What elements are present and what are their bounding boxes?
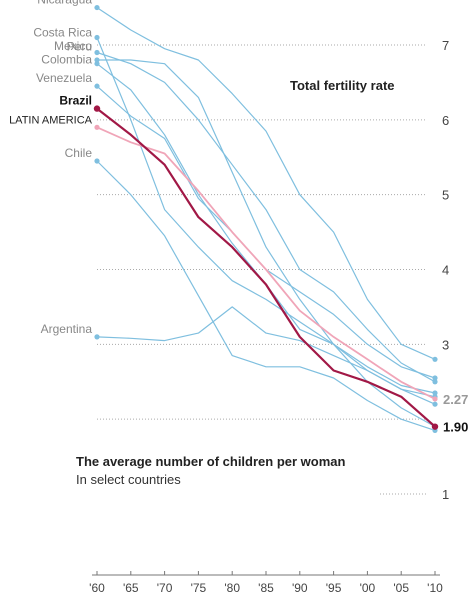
x-tick-label-1975: '75 [191,581,207,595]
series-line-costa-rica [96,37,436,428]
y-tick-label-6: 6 [442,113,449,128]
series-end-dot-argentina [432,401,438,407]
series-line-venezuela [96,85,436,379]
chart-subtitle: The average number of children per woman [76,454,346,469]
series-line-chile [96,160,436,431]
x-tick-label-1960: '60 [89,581,105,595]
series-end-dot-peru [432,379,438,385]
x-tick-label-2010: '10 [427,581,443,595]
series-label-chile: Chile [65,146,93,160]
x-tick-label-1995: '95 [326,581,342,595]
chart-title: Total fertility rate [290,78,395,93]
series-line-peru [96,51,436,383]
series-line-argentina [96,306,436,405]
grid-layer [97,44,426,495]
x-tick-label-1965: '65 [123,581,139,595]
series-start-dot-mexico [94,57,100,63]
series-end-dot-colombia [432,390,438,396]
series-label-nicaragua: Nicaragua [37,0,92,7]
x-tick-label-1985: '85 [258,581,274,595]
series-end-dot-brazil [431,423,439,430]
series-start-dot-nicaragua [94,4,100,11]
end-label-latin-america: 2.27 [443,392,468,407]
series-line-brazil [96,107,436,428]
series-label-brazil: Brazil [59,94,92,108]
series-start-dot-brazil [93,105,101,112]
series-layer [93,4,439,433]
series-start-dot-chile [94,158,100,164]
end-label-brazil: 1.90 [443,420,468,435]
series-end-dot-latin-america [432,396,438,402]
series-start-dot-colombia [94,61,100,67]
series-label-venezuela: Venezuela [36,71,92,85]
y-tick-label-1: 1 [442,487,449,502]
x-tick-label-1990: '90 [292,581,308,595]
series-start-dot-peru [94,49,100,56]
y-tick-label-3: 3 [442,337,449,352]
series-label-colombia: Colombia [41,53,92,67]
series-start-dot-costa-rica [94,34,100,41]
x-axis: '60 '65 '70 '75 '80 '85 '90 '95 '00 '05 '10 [89,571,443,595]
x-tick-label-2000: '00 [360,581,376,595]
series-label-latin-america: LATIN AMERICA [9,114,93,126]
series-line-colombia [96,63,436,394]
y-tick-label-7: 7 [442,38,449,53]
x-tick-label-1980: '80 [224,581,240,595]
series-start-dot-venezuela [94,83,100,89]
series-line-nicaragua [96,7,436,360]
series-label-mexico: Mexico [54,39,92,53]
series-start-dot-latin-america [94,124,100,130]
x-tick-label-1970: '70 [157,581,173,595]
series-end-dot-venezuela [432,375,438,381]
series-label-peru: Peru [67,39,92,53]
chart-subtitle-secondary: In select countries [76,472,181,487]
x-tick-label-2005: '05 [393,581,409,595]
series-end-dot-nicaragua [432,356,438,362]
y-tick-label-4: 4 [442,263,449,278]
series-start-dot-argentina [94,334,100,340]
y-tick-labels: 1 3 4 5 6 7 [442,38,449,502]
y-tick-label-5: 5 [442,188,449,203]
series-label-costa-rica: Costa Rica [33,26,92,40]
series-label-argentina: Argentina [41,322,93,336]
series-line-latin-america [96,126,436,400]
